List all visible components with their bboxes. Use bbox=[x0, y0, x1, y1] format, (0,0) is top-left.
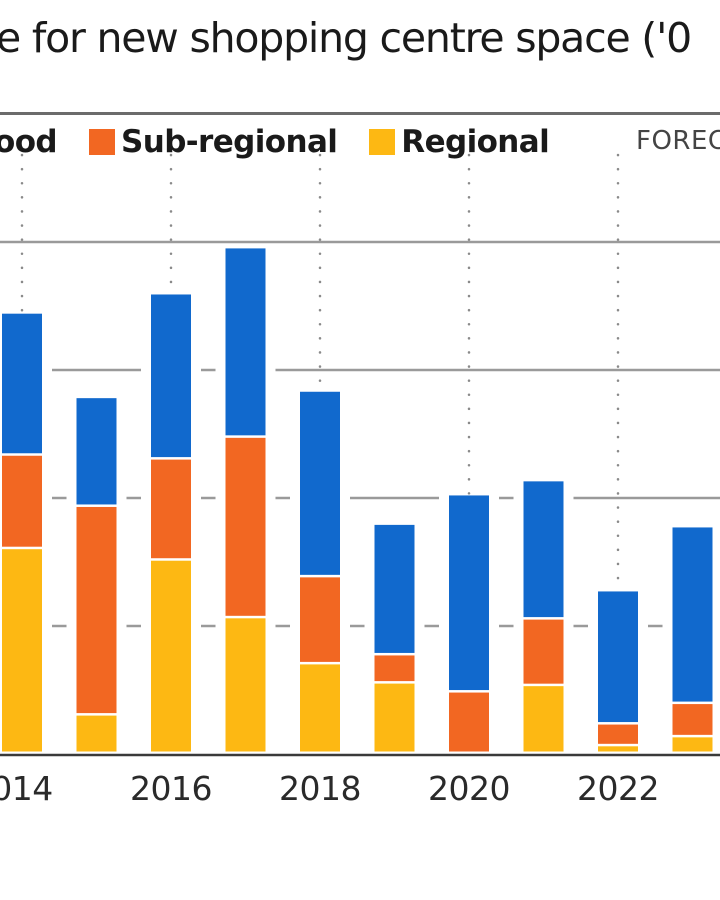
bar-regional-2023 bbox=[672, 737, 713, 752]
bar-sub-regional-2020 bbox=[449, 692, 489, 752]
bar-regional-2018 bbox=[300, 664, 340, 752]
legend-item-neighbourhood: ood bbox=[0, 124, 58, 160]
bar-neighbourhood-2023 bbox=[672, 527, 713, 702]
bar-regional-2022 bbox=[598, 746, 638, 752]
legend-item-regional: Regional bbox=[369, 124, 550, 160]
bar-regional-2016 bbox=[151, 560, 191, 752]
bar-neighbourhood-2017 bbox=[225, 248, 266, 436]
legend-swatch-regional bbox=[369, 129, 396, 155]
x-tick-label-2020: 2020 bbox=[428, 769, 510, 808]
legend-item-sub-regional: Sub-regional bbox=[89, 124, 338, 160]
bar-neighbourhood-2015 bbox=[76, 398, 117, 505]
bar-sub-regional-2015 bbox=[76, 506, 117, 714]
bar-regional-2015 bbox=[76, 715, 117, 752]
bar-regional-2014 bbox=[2, 549, 42, 752]
bar-neighbourhood-2021 bbox=[523, 481, 564, 618]
bar-regional-2021 bbox=[523, 686, 564, 752]
chart-title: e for new shopping centre space ('0 bbox=[0, 14, 692, 62]
bar-neighbourhood-2022 bbox=[598, 591, 638, 723]
bar-neighbourhood-2018 bbox=[300, 391, 340, 575]
bar-sub-regional-2023 bbox=[672, 704, 713, 735]
bar-neighbourhood-2019 bbox=[374, 524, 415, 653]
x-tick-label-2014: 014 bbox=[0, 769, 53, 808]
bar-sub-regional-2022 bbox=[598, 724, 638, 744]
bar-sub-regional-2021 bbox=[523, 619, 564, 684]
legend-label-neighbourhood: ood bbox=[0, 124, 58, 160]
bar-sub-regional-2018 bbox=[300, 577, 340, 662]
bar-sub-regional-2019 bbox=[374, 655, 415, 682]
bar-sub-regional-2017 bbox=[225, 437, 266, 616]
bar-neighbourhood-2014 bbox=[2, 313, 42, 454]
bar-sub-regional-2016 bbox=[151, 459, 191, 559]
bar-sub-regional-2014 bbox=[2, 455, 42, 547]
legend-label-sub-regional: Sub-regional bbox=[121, 124, 338, 160]
bar-neighbourhood-2020 bbox=[449, 495, 489, 691]
x-tick-label-2018: 2018 bbox=[279, 769, 361, 808]
legend: ood Sub-regional Regional bbox=[0, 124, 581, 160]
x-tick-label-2016: 2016 bbox=[130, 769, 212, 808]
forecast-label: FOREC bbox=[636, 126, 720, 156]
bar-regional-2017 bbox=[225, 618, 266, 752]
legend-label-regional: Regional bbox=[401, 124, 550, 160]
title-divider bbox=[0, 112, 720, 115]
legend-swatch-sub-regional bbox=[89, 129, 115, 155]
bar-neighbourhood-2016 bbox=[151, 294, 191, 458]
bar-regional-2019 bbox=[374, 683, 415, 752]
x-tick-label-2022: 2022 bbox=[577, 769, 659, 808]
